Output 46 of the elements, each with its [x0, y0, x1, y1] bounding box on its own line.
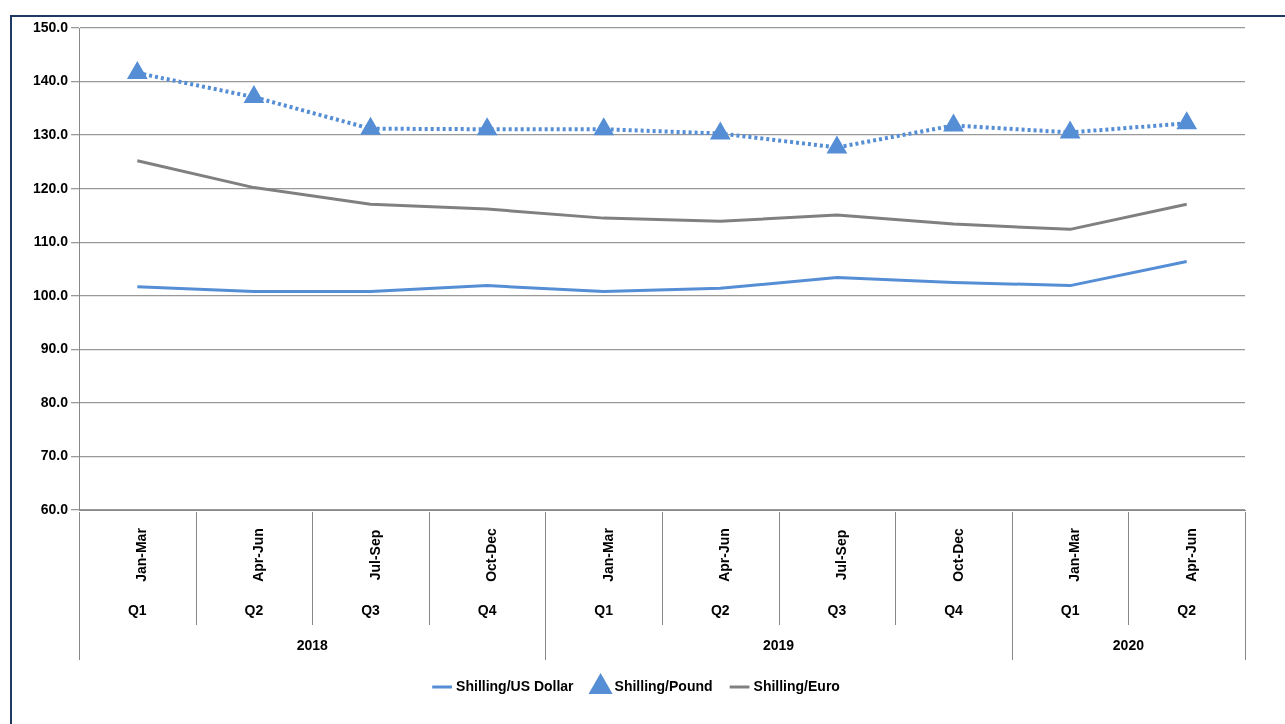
point [478, 119, 497, 136]
x-tick-label: Apr-Jun [716, 528, 733, 582]
point [827, 137, 846, 154]
text: Q4 [476, 602, 498, 618]
x-tick-label: Jan-Mar [133, 528, 150, 582]
text: Q2 [709, 602, 731, 618]
point [128, 62, 147, 79]
x-tick-label: Jul-Sep [832, 529, 849, 581]
y-tick-label: 120.0 [32, 179, 69, 196]
x-tick-label: Jan-Mar [599, 528, 616, 582]
text: Q2 [243, 602, 265, 618]
x-tick-label: Apr-Jun [1182, 528, 1199, 582]
y-tick-label: 60.0 [40, 500, 69, 517]
legend-label: Shilling/Euro [753, 677, 840, 694]
text: Q4 [943, 602, 964, 618]
y-tick-label: 110.0 [33, 233, 69, 250]
point [360, 116, 381, 135]
point [1061, 122, 1080, 139]
y-tick-label: 140.0 [32, 72, 69, 89]
x-tick-label: Oct-Dec [949, 528, 966, 582]
y-tick-label: 150.0 [32, 18, 69, 35]
y-tick-label: 100.0 [32, 286, 69, 303]
text: Q1 [127, 602, 148, 618]
text: 2018 [295, 637, 329, 653]
y-tick-label: 70.0 [40, 447, 69, 464]
text: Q3 [826, 602, 848, 618]
y-tick-label: 80.0 [40, 393, 69, 410]
x-tick-label: Jan-Mar [1066, 528, 1083, 582]
y-tick-label: 90.0 [40, 340, 69, 357]
point [711, 123, 730, 140]
x-tick-label: Oct-Dec [483, 528, 500, 582]
text: Q2 [1176, 602, 1198, 618]
text: Q1 [1059, 602, 1081, 618]
y-tick-label: 130.0 [32, 125, 69, 142]
text: 2020 [1111, 637, 1145, 653]
x-tick-label: Apr-Jun [249, 528, 266, 582]
text: Q3 [360, 602, 381, 618]
point [594, 119, 613, 136]
point [245, 87, 263, 104]
legend-label: Shilling/US Dollar [456, 677, 575, 694]
text: Q1 [593, 602, 615, 618]
text: 2019 [762, 637, 796, 653]
legend-label: Shilling/Pound [614, 677, 713, 694]
point [1177, 113, 1196, 130]
point [944, 115, 963, 132]
x-tick-label: Jul-Sep [366, 529, 383, 581]
